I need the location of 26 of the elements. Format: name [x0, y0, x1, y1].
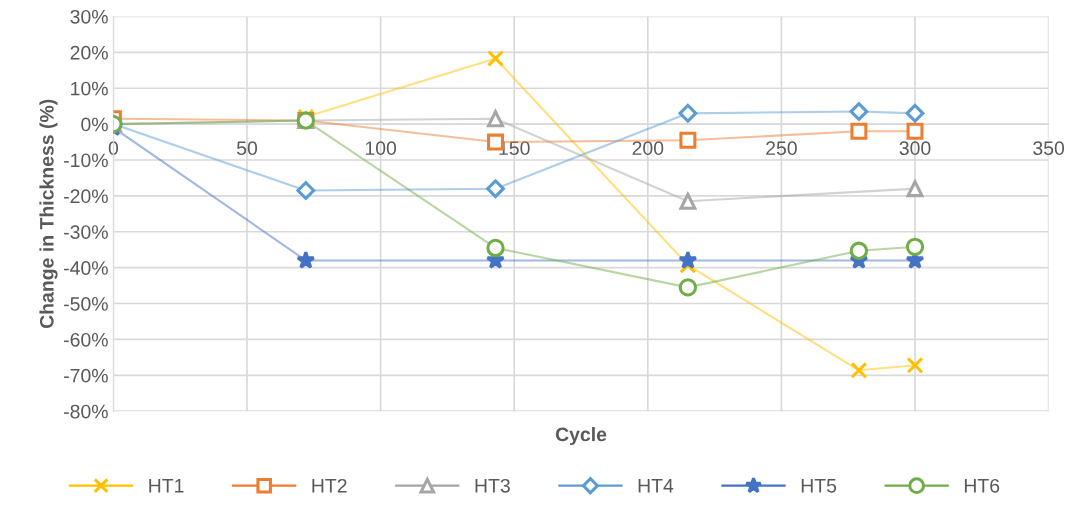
- x-tick-label: 350: [1033, 141, 1065, 156]
- legend-label: HT1: [149, 479, 184, 493]
- legend-label: HT5: [801, 479, 837, 493]
- y-tick-label: -50%: [64, 297, 108, 311]
- legend-label: HT6: [964, 478, 1000, 493]
- y-tick-label: 20%: [70, 45, 108, 60]
- y-tick-label: 0%: [81, 117, 108, 132]
- y-tick-label: -30%: [64, 225, 108, 239]
- x-tick-label: 300: [899, 141, 931, 156]
- y-tick-label: -10%: [64, 153, 108, 168]
- x-tick-label: 50: [236, 141, 258, 156]
- x-tick-label: 100: [365, 141, 397, 156]
- x-tick-label: 250: [766, 141, 797, 156]
- legend-label: HT4: [638, 479, 674, 493]
- y-tick-label: 10%: [71, 81, 108, 96]
- y-tick-label: -70%: [64, 368, 108, 383]
- y-axis-title: Change in Thickness (%): [39, 99, 58, 329]
- y-tick-label: 30%: [70, 9, 108, 24]
- y-tick-label: -80%: [64, 404, 108, 419]
- x-axis-title: Cycle: [555, 426, 607, 446]
- y-tick-label: -20%: [64, 189, 108, 204]
- y-tick-label: -60%: [64, 332, 108, 347]
- legend-label: HT2: [312, 478, 347, 493]
- y-tick-label: -40%: [64, 261, 108, 275]
- legend-label: HT3: [475, 478, 510, 493]
- x-tick-label: 200: [632, 141, 664, 156]
